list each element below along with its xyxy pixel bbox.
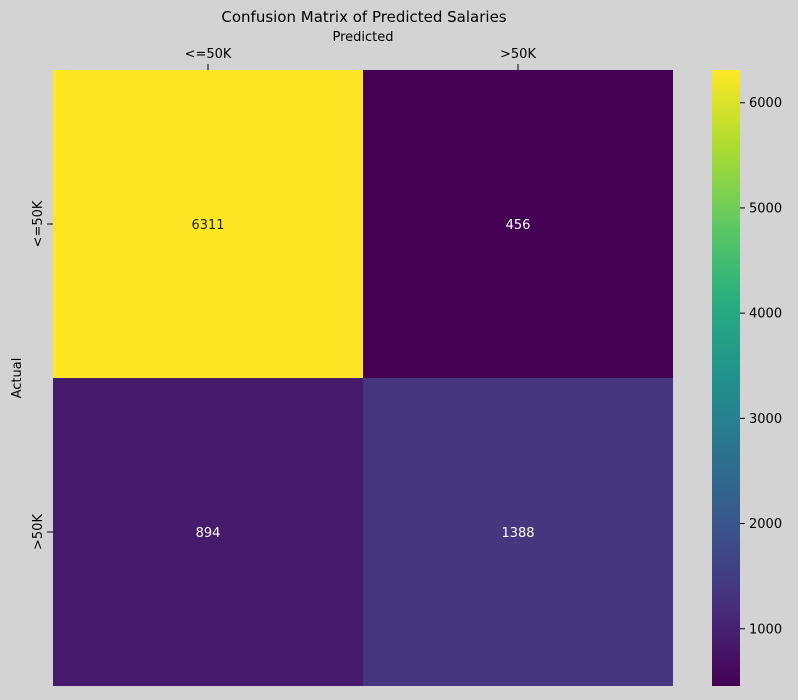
heatmap-cells: 6311 456 894 1388 — [53, 70, 673, 686]
y-tick-label: <=50K — [31, 200, 46, 247]
heatmap-cell — [363, 378, 673, 686]
x-tick-label: >50K — [500, 47, 536, 62]
x-tick-label: <=50K — [185, 47, 232, 62]
y-axis-label: Actual — [10, 358, 25, 399]
cell-value-label: 1388 — [501, 526, 534, 541]
heatmap-cell — [53, 378, 363, 686]
colorbar-tick-label: 3000 — [749, 412, 782, 427]
heatmap-cell — [53, 70, 363, 378]
x-axis-label: Predicted — [332, 30, 393, 45]
colorbar — [712, 70, 740, 686]
cell-value-label: 894 — [196, 526, 221, 541]
cell-value-label: 456 — [506, 218, 531, 233]
heatmap-cell — [363, 70, 673, 378]
colorbar-tick-label: 6000 — [749, 96, 782, 111]
x-ticks: <=50K >50K — [185, 47, 536, 70]
y-ticks: <=50K >50K — [31, 200, 53, 550]
colorbar-ticks: 1000 2000 3000 4000 5000 6000 — [740, 96, 782, 637]
colorbar-tick-label: 4000 — [749, 307, 782, 322]
cell-value-label: 6311 — [191, 218, 224, 233]
colorbar-tick-label: 5000 — [749, 201, 782, 216]
colorbar-tick-label: 2000 — [749, 517, 782, 532]
y-tick-label: >50K — [31, 514, 46, 550]
colorbar-tick-label: 1000 — [749, 622, 782, 637]
chart-title: Confusion Matrix of Predicted Salaries — [221, 8, 506, 26]
